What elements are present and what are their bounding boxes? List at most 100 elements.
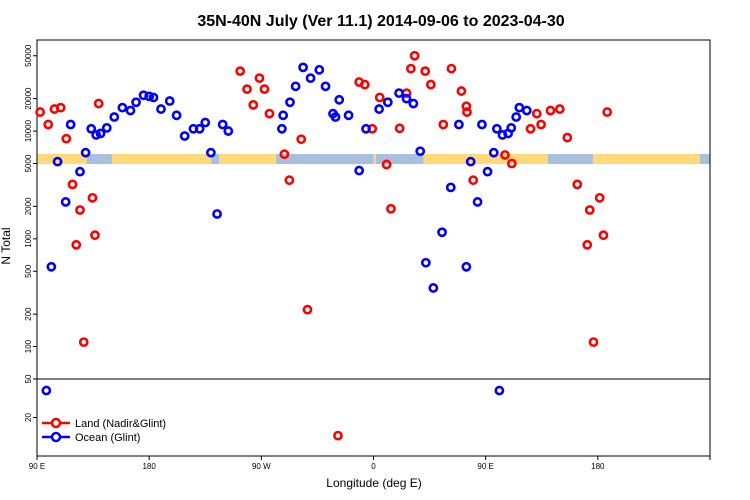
ocean-point [223,126,234,136]
ocean-point [354,165,365,176]
ocean-point [278,110,289,121]
x-tick-label: 90 W [252,462,271,471]
land-point [386,203,396,214]
land-point [554,104,565,114]
ocean-point [506,122,517,133]
ocean-point [437,227,447,238]
band-land-segment [423,154,548,165]
land-point [598,230,609,241]
ocean-point [428,283,439,293]
data-points [35,50,613,441]
land-point [545,105,556,116]
ocean-point [212,209,222,219]
band-land-segment [592,154,701,165]
y-tick-label: 10000 [24,119,33,142]
land-point [572,179,583,190]
land-point [264,108,275,119]
land-point [468,175,479,186]
ocean-point [125,105,136,116]
y-tick-label: 100 [24,339,33,353]
land-point [333,430,343,441]
land-point [78,337,89,348]
legend: Land (Nadir&Glint) Ocean (Glint) [42,417,166,444]
legend-label-ocean: Ocean (Glint) [75,432,140,444]
y-tick-label: 200 [24,307,33,321]
y-axis-label: N Total [0,227,13,264]
land-point [279,149,290,160]
ocean-point [320,81,331,92]
ocean-point [205,147,216,158]
x-tick-label: 90 E [477,462,493,471]
ocean-point [361,123,371,134]
ocean-point [514,102,525,113]
ocean-point [41,385,52,396]
y-axis-lower: 20 [24,413,37,422]
land-point [588,337,599,348]
ocean-point [330,112,341,122]
land-point [35,107,46,117]
band-land-segment [218,154,277,165]
x-tick-label: 180 [142,462,156,471]
land-point [284,175,295,186]
land-point [75,205,85,215]
land-point [536,119,547,130]
ocean-point [65,119,76,130]
land-point [235,66,246,77]
ocean-point [298,62,308,73]
ocean-point [194,123,205,134]
land-point [71,239,82,250]
land-point [405,63,416,74]
ocean-point [290,81,301,92]
y-tick-label: 20000 [24,87,33,110]
ocean-point [314,64,325,75]
ocean-point [109,112,120,122]
ocean-point [374,104,385,114]
x-tick-label: 90 E [29,462,45,471]
ocean-point [276,123,287,134]
land-point [55,102,66,113]
band-land-segment [111,154,212,165]
land-point [93,98,104,109]
ocean-point [148,92,159,103]
land-point [584,205,595,215]
ocean-point [75,166,85,177]
ocean-point [521,105,532,116]
ocean-point [171,110,182,121]
ocean-point [305,73,316,84]
ocean-point [511,112,522,122]
ocean-point [482,166,493,177]
ocean-point [472,197,483,207]
y-tick-label: 20 [24,413,33,422]
y-tick-label: 50000 [24,44,33,67]
y-axis-upper: 50 100 200 500 1000 2000 5000 10000 20000 50000 [24,44,37,383]
ocean-point [420,257,431,268]
land-point [582,239,593,250]
ocean-point [80,147,91,158]
land-point [562,132,573,143]
land-point [594,192,605,203]
ocean-point [179,131,190,141]
ocean-point [156,104,166,114]
land-point [602,107,613,117]
ocean-point [343,110,354,121]
ocean-point [131,97,141,108]
land-point [381,159,392,170]
y-tick-label: 5000 [24,154,33,172]
legend-entry-ocean: Ocean (Glint) [42,431,140,444]
land-point [394,123,405,134]
ocean-point [445,182,456,193]
land-point [506,158,517,169]
land-point [296,134,307,145]
land-point [438,119,449,130]
land-point [359,79,370,90]
land-point [61,133,72,144]
land-point [87,192,98,203]
ocean-point [465,156,476,167]
x-axis: 90 E 180 90 W 0 90 E 180 [29,456,711,471]
legend-label-land: Land (Nadir&Glint) [75,418,166,430]
land-point [374,92,385,103]
land-point [248,99,259,110]
x-tick-label: 180 [591,462,605,471]
x-axis-label: Longitude (deg E) [326,476,421,490]
